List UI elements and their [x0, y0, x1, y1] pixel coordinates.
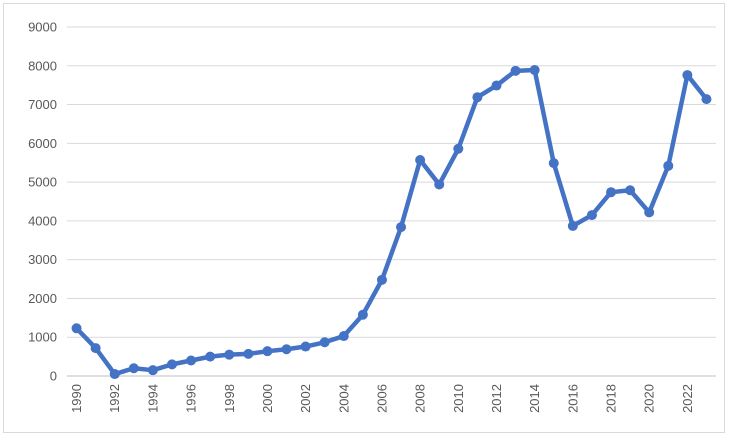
data-point [548, 158, 559, 169]
y-tick-label: 0 [50, 369, 57, 384]
y-tick-label: 4000 [28, 213, 57, 228]
x-tick-label: 2018 [604, 384, 619, 413]
data-point [529, 65, 540, 76]
data-point [281, 344, 292, 355]
series-line [74, 67, 709, 377]
y-tick-label: 6000 [28, 136, 57, 151]
y-tick-label: 5000 [28, 175, 57, 190]
y-axis-tick-labels: 0 1000 2000 3000 4000 5000 6000 7000 8000 9000 [28, 20, 57, 384]
x-tick-label: 2014 [527, 384, 542, 413]
x-tick-label: 1990 [69, 384, 84, 413]
data-point [644, 207, 655, 218]
data-point [434, 179, 445, 190]
data-point [491, 80, 502, 91]
x-tick-label: 2010 [451, 384, 466, 413]
data-point [701, 94, 712, 105]
data-point [510, 65, 521, 76]
y-tick-label: 2000 [28, 291, 57, 306]
data-point [376, 274, 387, 285]
x-tick-label: 2022 [680, 384, 695, 413]
y-tick-label: 1000 [28, 330, 57, 345]
data-point [625, 185, 636, 196]
x-tick-label: 1998 [222, 384, 237, 413]
data-point [300, 341, 311, 352]
y-tick-label: 8000 [28, 58, 57, 73]
x-tick-label: 2002 [298, 384, 313, 413]
data-point [606, 187, 617, 198]
gridlines [67, 26, 716, 377]
data-point [396, 222, 407, 233]
data-point [224, 349, 235, 360]
line-chart: 0 1000 2000 3000 4000 5000 6000 7000 8000 9000 19… [28, 20, 716, 413]
data-point [357, 309, 368, 320]
data-point [567, 220, 578, 231]
y-tick-label: 7000 [28, 97, 57, 112]
data-point [415, 155, 426, 166]
data-point [453, 143, 464, 154]
data-point [586, 210, 597, 221]
data-point [262, 346, 273, 357]
chart-frame: 0 1000 2000 3000 4000 5000 6000 7000 8000 9000 19… [3, 3, 725, 433]
data-point [166, 359, 177, 370]
y-tick-label: 9000 [28, 20, 57, 35]
x-tick-label: 2020 [642, 384, 657, 413]
x-tick-label: 2000 [260, 384, 275, 413]
data-point [186, 355, 197, 366]
x-tick-label: 1996 [184, 384, 199, 413]
data-point [472, 92, 483, 103]
x-tick-label: 1994 [145, 384, 160, 413]
series-layer [71, 65, 712, 380]
data-point [205, 351, 216, 362]
x-axis-tick-labels: 1990 1992 1994 1996 1998 2000 2002 2004 2006 2008… [69, 384, 695, 413]
x-tick-label: 2016 [565, 384, 580, 413]
x-tick-label: 1992 [107, 384, 122, 413]
data-point [90, 343, 101, 354]
data-point [319, 337, 330, 348]
data-point [128, 363, 139, 374]
x-tick-label: 2004 [336, 384, 351, 413]
data-point [109, 369, 120, 380]
data-point [663, 160, 674, 171]
data-point [71, 323, 82, 334]
data-point [682, 70, 693, 81]
x-tick-label: 2012 [489, 384, 504, 413]
data-point [243, 348, 254, 359]
x-tick-label: 2008 [413, 384, 428, 413]
data-point [338, 331, 349, 342]
data-point [147, 365, 158, 376]
x-tick-label: 2006 [374, 384, 389, 413]
y-tick-label: 3000 [28, 252, 57, 267]
